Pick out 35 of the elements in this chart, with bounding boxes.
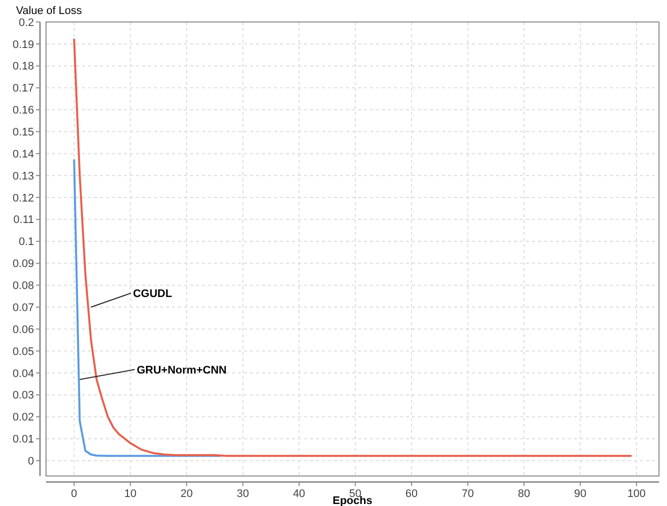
y-tick-label: 0.1: [18, 236, 34, 248]
y-tick-label: 0.16: [12, 104, 34, 117]
annotation: CGUDL: [132, 288, 172, 300]
y-tick-label: 0.14: [12, 148, 34, 160]
line-series: [73, 38, 632, 457]
y-tick-label: 0.18: [12, 60, 34, 73]
x-tick-label: 30: [236, 488, 249, 500]
x-tick-label: 40: [292, 488, 306, 500]
y-tick-label: 0.06: [12, 324, 34, 336]
y-tick-label: 0.04: [12, 368, 34, 380]
y-tick-label: 0.08: [12, 280, 34, 292]
y-tick-label: 0.12: [12, 192, 34, 204]
y-tick-label: 0.07: [12, 302, 34, 314]
y-tick-label: 0: [28, 455, 34, 468]
y-tick-label: 0.15: [12, 126, 34, 139]
y-tick-label: 0.01: [12, 434, 34, 446]
annotation: GRU+Norm+CNN: [136, 364, 227, 376]
y-tick-label: 0.2: [18, 16, 34, 29]
x-tick-label: 90: [574, 488, 586, 500]
y-tick-label: 0.17: [12, 82, 34, 95]
x-tick-label: 80: [518, 488, 530, 500]
x-tick-label: 60: [405, 488, 418, 500]
y-tick-label: 0.03: [12, 390, 34, 402]
y-tick-label: 0.11: [13, 214, 34, 226]
y-tick-label: 0.13: [12, 170, 34, 182]
x-tick-label: 0: [71, 488, 78, 500]
y-tick-label: 0.19: [12, 38, 34, 51]
y-axis-title: Value of Loss: [16, 5, 82, 17]
y-tick-label: 0.02: [12, 412, 34, 424]
x-tick-label: 100: [627, 488, 646, 500]
x-tick-label: 70: [462, 488, 474, 500]
x-tick-label: 20: [180, 488, 193, 500]
y-tick-label: 0.09: [12, 258, 34, 270]
y-tick-label: 0.05: [12, 346, 34, 358]
x-tick-label: 10: [124, 488, 136, 500]
